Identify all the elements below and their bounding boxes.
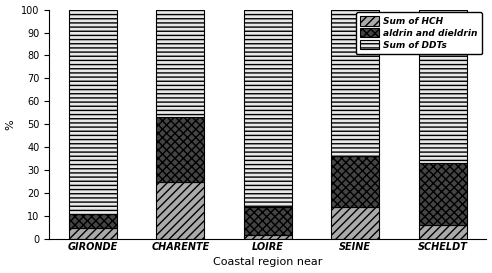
Legend: Sum of HCH, aldrin and dieldrin, Sum of DDTs: Sum of HCH, aldrin and dieldrin, Sum of … (356, 12, 482, 54)
Bar (156, 182, 205, 239)
Bar (419, 225, 466, 239)
Bar (419, 163, 466, 225)
Bar (244, 10, 292, 207)
Bar (244, 235, 292, 239)
Bar (69, 10, 117, 214)
Bar (244, 207, 292, 235)
Bar (156, 10, 205, 117)
Bar (331, 156, 379, 207)
Bar (156, 117, 205, 182)
Bar (69, 228, 117, 239)
Bar (69, 214, 117, 228)
Bar (331, 207, 379, 239)
Bar (331, 10, 379, 156)
X-axis label: Coastal region near: Coastal region near (213, 257, 323, 268)
Y-axis label: %: % (5, 119, 16, 130)
Bar (419, 10, 466, 163)
